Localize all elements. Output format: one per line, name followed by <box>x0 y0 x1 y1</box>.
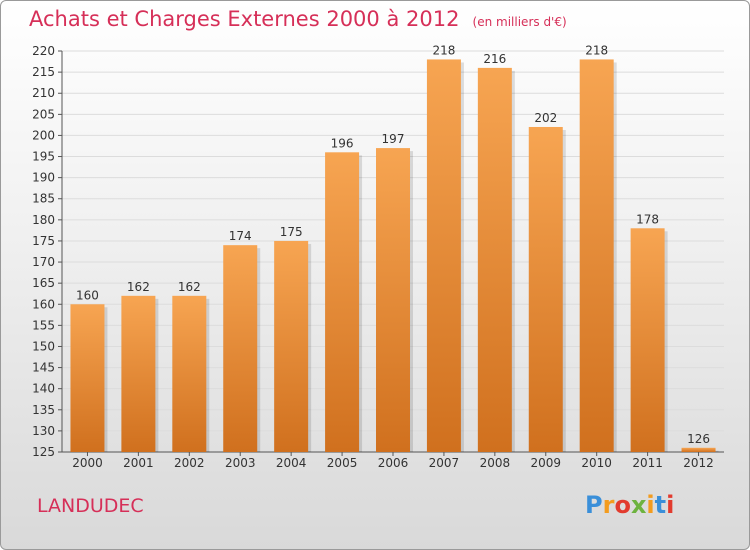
y-tick-label: 180 <box>32 213 55 227</box>
value-label: 175 <box>280 225 303 239</box>
x-tick-label: 2000 <box>72 456 103 470</box>
title-row: Achats et Charges Externes 2000 à 2012 (… <box>29 7 567 31</box>
chart-title: Achats et Charges Externes 2000 à 2012 <box>29 7 460 31</box>
logo-letter: x <box>630 491 647 519</box>
y-tick-label: 130 <box>32 424 55 438</box>
x-tick-label: 2011 <box>632 456 663 470</box>
value-label: 174 <box>229 229 252 243</box>
bar <box>681 447 716 452</box>
x-tick-label: 2006 <box>378 456 409 470</box>
value-label: 202 <box>534 111 557 125</box>
bar <box>325 152 360 452</box>
y-tick-label: 155 <box>32 318 55 332</box>
y-tick-label: 170 <box>32 255 55 269</box>
x-tick-label: 2012 <box>683 456 714 470</box>
y-tick-label: 160 <box>32 297 55 311</box>
bar <box>121 295 156 452</box>
value-label: 197 <box>382 132 405 146</box>
y-tick-label: 190 <box>32 171 55 185</box>
y-tick-label: 210 <box>32 86 55 100</box>
bar <box>172 295 207 452</box>
logo-letter: i <box>646 491 655 519</box>
x-tick-label: 2001 <box>123 456 154 470</box>
bar <box>223 245 258 452</box>
x-tick-label: 2009 <box>530 456 561 470</box>
x-tick-label: 2007 <box>429 456 460 470</box>
y-tick-label: 195 <box>32 150 55 164</box>
y-tick-label: 140 <box>32 382 55 396</box>
x-tick-label: 2008 <box>480 456 511 470</box>
y-tick-label: 150 <box>32 339 55 353</box>
bar <box>426 59 461 452</box>
value-label: 162 <box>178 280 201 294</box>
y-tick-label: 220 <box>32 44 55 58</box>
logo-letter: o <box>614 491 631 519</box>
y-tick-label: 200 <box>32 128 55 142</box>
y-tick-label: 145 <box>32 361 55 375</box>
y-tick-label: 165 <box>32 276 55 290</box>
value-label: 126 <box>687 432 710 446</box>
y-tick-label: 185 <box>32 192 55 206</box>
chart-subtitle: (en milliers d'€) <box>472 15 567 29</box>
y-tick-label: 135 <box>32 403 55 417</box>
logo-letter: r <box>602 491 615 519</box>
bar <box>376 148 410 452</box>
y-tick-label: 175 <box>32 234 55 248</box>
bar <box>579 59 614 452</box>
logo-letter: t <box>654 491 667 519</box>
x-tick-label: 2002 <box>174 456 205 470</box>
value-label: 196 <box>331 136 354 150</box>
x-tick-label: 2003 <box>225 456 256 470</box>
value-label: 216 <box>483 52 506 66</box>
x-tick-label: 2005 <box>327 456 358 470</box>
commune-name: LANDUDEC <box>37 495 144 517</box>
x-tick-label: 2010 <box>581 456 612 470</box>
bar <box>70 304 105 452</box>
proxiti-logo[interactable]: Proxiti <box>585 491 674 519</box>
y-tick-label: 205 <box>32 107 55 121</box>
logo-letter: P <box>585 491 603 519</box>
bars <box>70 59 719 453</box>
x-tick-label: 2004 <box>276 456 307 470</box>
y-tick-label: 215 <box>32 65 55 79</box>
value-label: 160 <box>76 288 99 302</box>
bar <box>528 126 563 453</box>
value-label: 162 <box>127 280 150 294</box>
logo-letter: i <box>666 491 675 519</box>
bar <box>477 67 512 452</box>
value-label: 218 <box>585 43 608 57</box>
labels: 125 130 135 140 145 150 155 160 165 170 175 180 185 1… <box>32 43 714 470</box>
value-label: 218 <box>432 43 455 57</box>
bar <box>274 240 309 452</box>
y-tick-label: 125 <box>32 445 55 459</box>
bar <box>630 228 665 452</box>
value-label: 178 <box>636 212 659 226</box>
